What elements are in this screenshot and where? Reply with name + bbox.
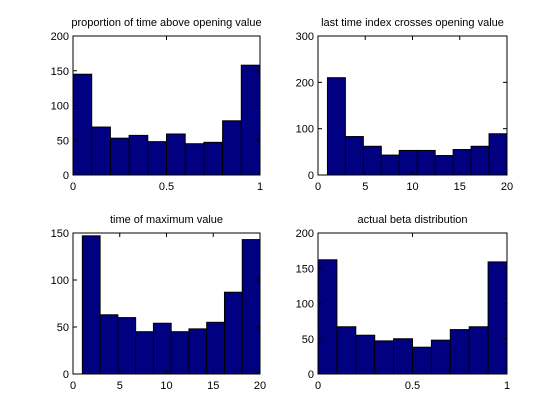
bar	[374, 340, 395, 375]
bar	[91, 126, 111, 176]
x-tick-label: 20	[501, 181, 513, 193]
y-tick-label: 300	[296, 31, 314, 43]
x-tick-label: 0	[315, 380, 321, 392]
y-tick-label: 100	[51, 275, 69, 287]
bar	[449, 329, 470, 375]
bar	[152, 322, 172, 375]
bar	[412, 346, 432, 375]
y-tick-label: 200	[296, 228, 314, 240]
y-tick-label: 150	[296, 263, 314, 275]
y-tick-label: 0	[63, 369, 69, 381]
bar	[416, 149, 436, 176]
subplot-title: last time index crosses opening value	[321, 17, 504, 29]
y-tick-label: 100	[51, 101, 69, 113]
y-tick-label: 50	[57, 322, 69, 334]
bar	[109, 137, 130, 176]
y-tick-label: 150	[51, 66, 69, 78]
bar	[470, 145, 490, 176]
bar	[188, 328, 208, 375]
subplot-title: actual beta distribution	[357, 214, 467, 226]
bar	[317, 259, 338, 375]
x-tick-label: 5	[362, 181, 368, 193]
bar	[240, 64, 261, 176]
x-tick-label: 0.5	[405, 380, 420, 392]
bar	[380, 154, 400, 176]
y-tick-label: 0	[308, 170, 314, 182]
y-tick-label: 0	[63, 170, 69, 182]
y-tick-label: 50	[302, 334, 314, 346]
bar	[362, 145, 382, 176]
bar	[72, 73, 93, 176]
y-tick-label: 0	[308, 369, 314, 381]
subplot-title: time of maximum value	[110, 214, 223, 226]
bar	[184, 143, 205, 176]
bar	[81, 235, 101, 375]
bar	[393, 338, 414, 375]
bar	[223, 291, 243, 375]
bar	[222, 120, 242, 176]
bar	[430, 339, 451, 375]
x-tick-label: 0	[315, 181, 321, 193]
x-tick-label: 20	[254, 380, 266, 392]
bar	[487, 261, 508, 375]
bar	[128, 134, 149, 176]
bar	[488, 133, 508, 176]
bar	[398, 149, 418, 176]
x-tick-label: 1	[257, 181, 263, 193]
y-tick-label: 100	[296, 124, 314, 136]
subplot-title: proportion of time above opening value	[71, 17, 261, 29]
x-tick-label: 0	[70, 380, 76, 392]
bar	[166, 133, 186, 176]
x-tick-label: 1	[504, 380, 510, 392]
bar	[147, 141, 168, 176]
y-tick-label: 150	[51, 228, 69, 240]
bar	[241, 239, 261, 375]
x-tick-label: 10	[406, 181, 418, 193]
y-tick-label: 200	[51, 31, 69, 43]
bar	[170, 331, 190, 375]
y-tick-label: 200	[296, 77, 314, 89]
bar	[117, 317, 137, 375]
bar	[468, 326, 489, 375]
bar	[336, 326, 357, 375]
bar	[452, 149, 472, 176]
bar	[326, 77, 346, 176]
x-tick-label: 15	[207, 380, 219, 392]
y-tick-label: 50	[57, 135, 69, 147]
bar	[355, 334, 376, 375]
bar	[203, 141, 224, 176]
bar	[206, 321, 225, 375]
bar	[99, 314, 119, 375]
x-tick-label: 0	[70, 181, 76, 193]
y-tick-label: 100	[296, 299, 314, 311]
x-tick-label: 0.5	[159, 181, 174, 193]
x-tick-label: 15	[454, 181, 466, 193]
x-tick-label: 10	[160, 380, 172, 392]
x-tick-label: 5	[117, 380, 123, 392]
bar	[434, 155, 454, 176]
bar	[135, 331, 154, 375]
bar	[344, 136, 364, 176]
